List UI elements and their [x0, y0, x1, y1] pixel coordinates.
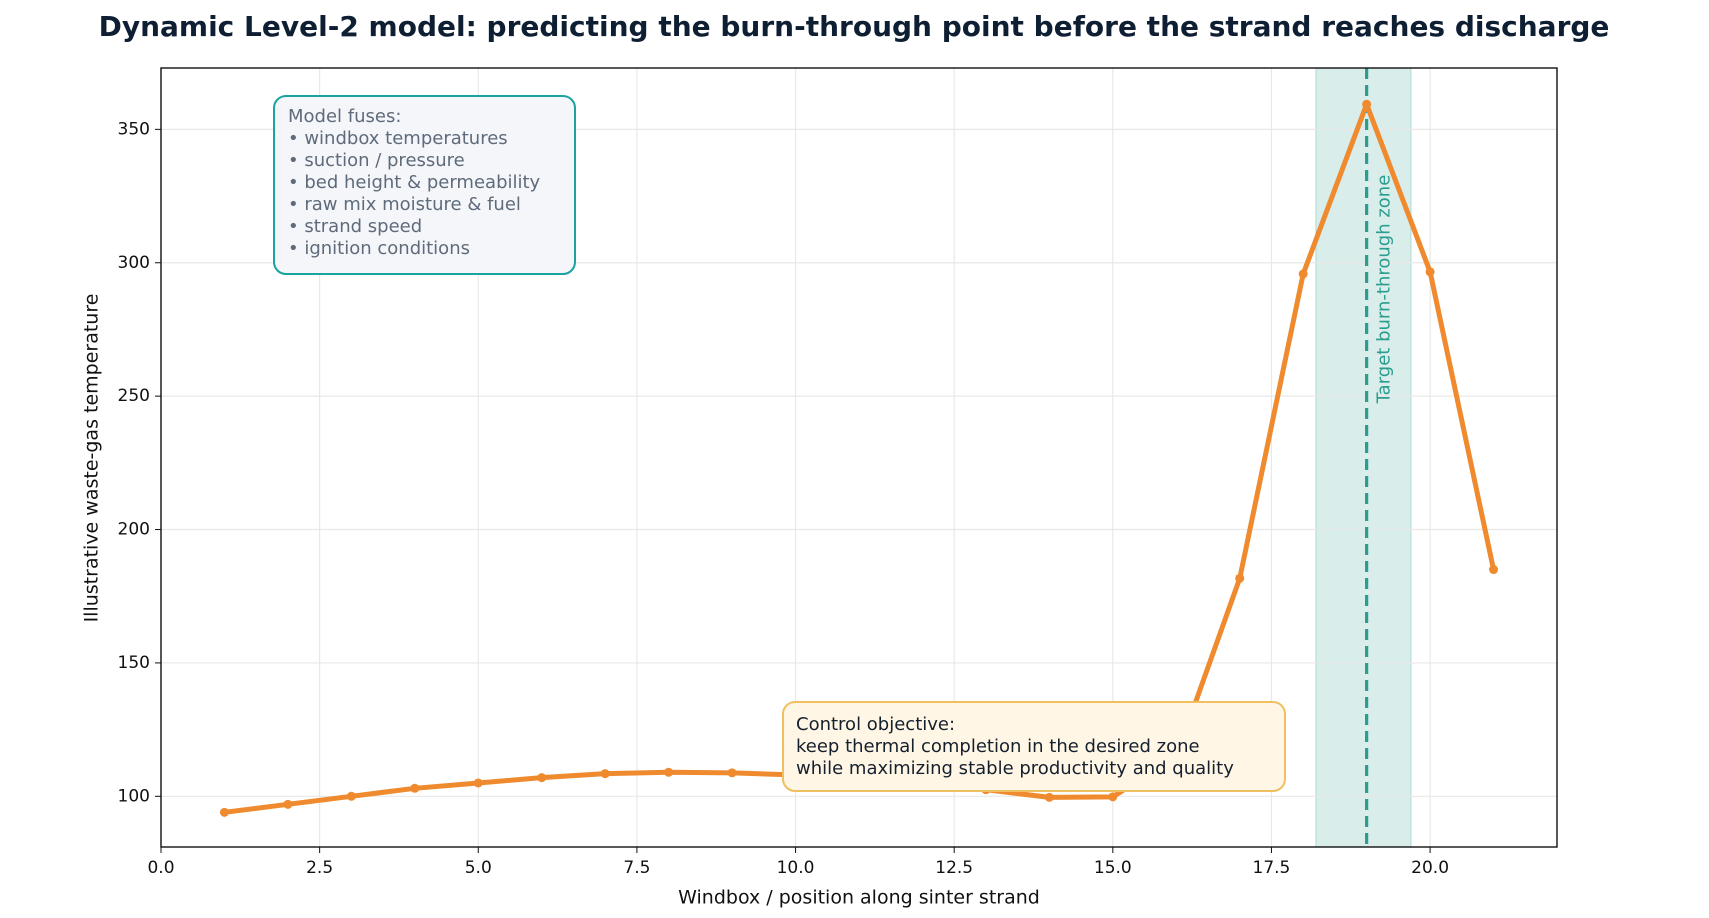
data-point: [537, 773, 547, 783]
data-point: [727, 768, 737, 778]
data-point: [1298, 269, 1308, 279]
y-tick-label: 300: [118, 253, 150, 273]
annotation-text: • windbox temperatures: [288, 128, 508, 149]
data-point: [664, 767, 674, 777]
data-point: [1044, 792, 1054, 802]
data-point: [473, 778, 483, 788]
x-tick-label: 20.0: [1411, 858, 1449, 878]
data-point: [1489, 565, 1499, 575]
x-tick-label: 0.0: [147, 858, 174, 878]
x-tick-label: 12.5: [935, 858, 973, 878]
annotation-box: [273, 95, 576, 275]
annotation-text: • strand speed: [288, 216, 422, 237]
x-tick-label: 10.0: [777, 858, 815, 878]
data-point: [283, 799, 293, 809]
annotation-text: Control objective:: [796, 714, 955, 735]
data-point: [346, 791, 356, 801]
x-tick-label: 5.0: [465, 858, 492, 878]
y-axis-label: Illustrative waste-gas temperature: [81, 294, 103, 623]
y-tick-label: 200: [118, 520, 150, 540]
annotation-box: [782, 701, 1286, 792]
data-point: [219, 807, 229, 817]
x-tick-label: 15.0: [1094, 858, 1132, 878]
annotation-text: • suction / pressure: [288, 150, 465, 171]
data-point: [1235, 573, 1245, 583]
x-axis-label: Windbox / position along sinter strand: [678, 887, 1040, 909]
x-tick-label: 7.5: [623, 858, 650, 878]
y-tick-label: 100: [118, 786, 150, 806]
annotation-text: while maximizing stable productivity and…: [796, 758, 1234, 779]
y-tick-label: 250: [118, 386, 150, 406]
annotation-text: Model fuses:: [288, 106, 401, 127]
chart-title: Dynamic Level-2 model: predicting the bu…: [99, 10, 1610, 43]
x-tick-label: 2.5: [306, 858, 333, 878]
data-point: [600, 769, 610, 779]
annotation-text: • bed height & permeability: [288, 172, 541, 193]
y-tick-label: 350: [118, 119, 150, 139]
y-tick-label: 150: [118, 653, 150, 673]
annotation-text: keep thermal completion in the desired z…: [796, 736, 1200, 757]
data-point: [1425, 267, 1435, 277]
target-zone-label: Target burn-through zone: [1374, 175, 1395, 405]
plot-frame: [160, 67, 1558, 848]
data-point: [1362, 99, 1372, 109]
x-tick-label: 17.5: [1253, 858, 1291, 878]
data-point: [410, 783, 420, 793]
annotation-text: • raw mix moisture & fuel: [288, 194, 521, 215]
annotation-text: • ignition conditions: [288, 238, 470, 259]
data-point: [1108, 792, 1118, 802]
